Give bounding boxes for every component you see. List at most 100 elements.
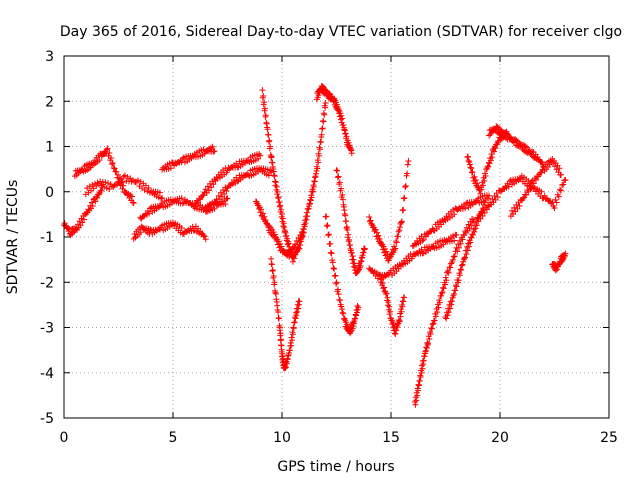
data-point [289,331,296,338]
data-point [113,168,120,175]
data-point [96,157,103,164]
data-point [466,243,473,250]
data-point [466,161,473,168]
data-point [502,129,509,136]
data-point [257,152,264,159]
data-point [491,148,498,155]
data-point [208,184,215,191]
data-point [505,183,512,190]
data-point [339,115,346,122]
series-track-11 [252,198,307,260]
data-point [260,92,267,99]
data-point [234,178,241,185]
data-point [284,235,291,242]
data-point [399,303,406,310]
data-point [393,238,400,245]
data-point [525,188,532,195]
data-point [462,205,469,212]
data-point [261,99,268,106]
data-point [272,290,279,297]
series-track-03 [82,172,166,202]
data-point [551,205,558,212]
data-point [478,186,485,193]
data-point [277,202,284,209]
data-point [562,176,569,183]
data-point [353,312,360,319]
data-point [506,178,513,185]
data-point [453,283,460,290]
data-point [266,137,273,144]
data-point [289,337,296,344]
y-tick-label: -2 [40,275,54,291]
data-point [321,85,328,92]
data-point [538,188,545,195]
data-point [263,220,270,227]
data-point [519,195,526,202]
data-point [417,373,424,380]
y-tick-label: -1 [40,230,54,246]
data-point [486,192,493,199]
data-point [333,279,340,286]
data-point [277,336,284,343]
data-point [108,161,115,168]
data-point [374,229,381,236]
data-point [222,201,229,208]
data-point [293,312,300,319]
data-point [416,377,423,384]
data-point [135,177,142,184]
data-point [464,153,471,160]
data-point [211,148,218,155]
data-point [459,236,466,243]
data-point [275,315,282,322]
data-point [145,184,152,191]
data-point [348,249,355,256]
data-point [401,294,408,301]
data-point [273,183,280,190]
data-point [94,179,101,186]
data-point [265,224,272,231]
data-point [130,200,137,207]
data-point [508,207,515,214]
data-point [396,227,403,234]
data-point [114,174,121,181]
data-point [296,298,303,305]
data-point [308,194,315,201]
data-point [245,171,252,178]
data-point [414,392,421,399]
data-point [258,206,265,213]
y-tick-label: 1 [45,140,54,156]
data-point [338,303,345,310]
data-point [195,199,202,206]
data-point [385,299,392,306]
data-point [497,126,504,133]
data-point [481,209,488,216]
data-point [318,131,325,138]
data-point [355,267,362,274]
data-point [516,202,523,209]
data-point [333,280,340,287]
data-point [396,318,403,325]
data-point [274,188,281,195]
data-point [488,151,495,158]
data-point [260,210,267,217]
data-point [404,170,411,177]
data-point [391,246,398,253]
x-tick-label: 25 [600,430,618,446]
data-point [224,195,231,202]
data-point [482,173,489,180]
data-point [481,170,488,177]
data-point [323,223,330,230]
data-point [210,181,217,188]
data-point [474,180,481,187]
data-point [489,196,496,203]
data-point [436,299,443,306]
data-point [532,176,539,183]
data-point [61,220,68,227]
data-point [336,297,343,304]
data-point [379,280,386,287]
data-point [428,325,435,332]
data-point [328,250,335,257]
data-point [526,182,533,189]
x-tick-label: 0 [60,430,69,446]
data-point [307,197,314,204]
